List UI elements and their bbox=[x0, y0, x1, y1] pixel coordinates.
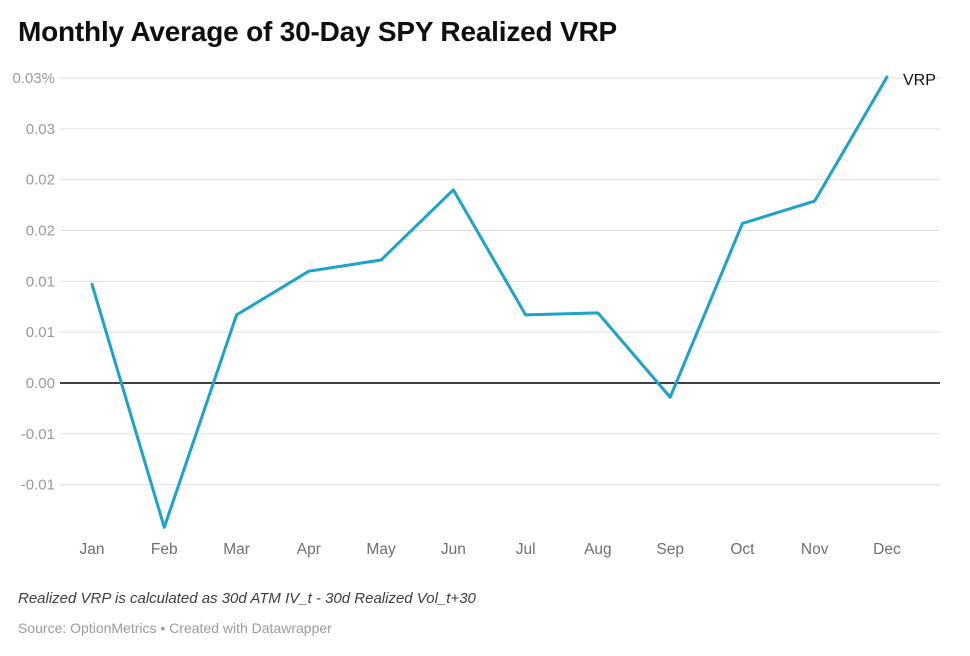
y-tick-label: 0.00 bbox=[26, 375, 55, 392]
vrp-line-series bbox=[90, 75, 889, 529]
y-tick-label: 0.03% bbox=[12, 70, 55, 87]
x-tick-label: Dec bbox=[873, 541, 901, 558]
y-axis-tick-labels: 0.03% 0.03 0.02 0.02 0.01 0.01 0.00 -0.01 -0.01 bbox=[12, 70, 55, 494]
x-tick-label: Oct bbox=[730, 541, 755, 558]
x-axis-month-labels: Jan Feb Mar Apr May Jun Jul Aug Sep Oct Nov Dec bbox=[80, 541, 901, 558]
chart-source-line: Source: OptionMetrics • Created with Dat… bbox=[18, 620, 332, 636]
chart-title: Monthly Average of 30-Day SPY Realized V… bbox=[18, 16, 617, 47]
y-tick-label: 0.02 bbox=[26, 172, 55, 189]
y-tick-label: -0.01 bbox=[21, 426, 55, 443]
x-tick-label: Aug bbox=[584, 541, 612, 558]
x-tick-label: May bbox=[366, 541, 396, 558]
y-tick-label: 0.01 bbox=[26, 273, 55, 290]
y-tick-label: 0.03 bbox=[26, 121, 55, 138]
y-tick-label: 0.02 bbox=[26, 223, 55, 240]
x-tick-label: Jan bbox=[80, 541, 105, 558]
x-tick-label: Jun bbox=[441, 541, 466, 558]
x-tick-label: Feb bbox=[151, 541, 178, 558]
x-tick-label: Sep bbox=[656, 541, 684, 558]
y-tick-label: 0.01 bbox=[26, 324, 55, 341]
x-tick-label: Apr bbox=[297, 541, 321, 558]
chart-footnote: Realized VRP is calculated as 30d ATM IV… bbox=[18, 590, 476, 607]
gridlines bbox=[60, 77, 940, 486]
x-tick-label: Jul bbox=[516, 541, 536, 558]
x-tick-label: Mar bbox=[223, 541, 250, 558]
x-tick-label: Nov bbox=[801, 541, 829, 558]
y-tick-label: -0.01 bbox=[21, 477, 55, 494]
series-label-vrp: VRP bbox=[903, 72, 936, 89]
